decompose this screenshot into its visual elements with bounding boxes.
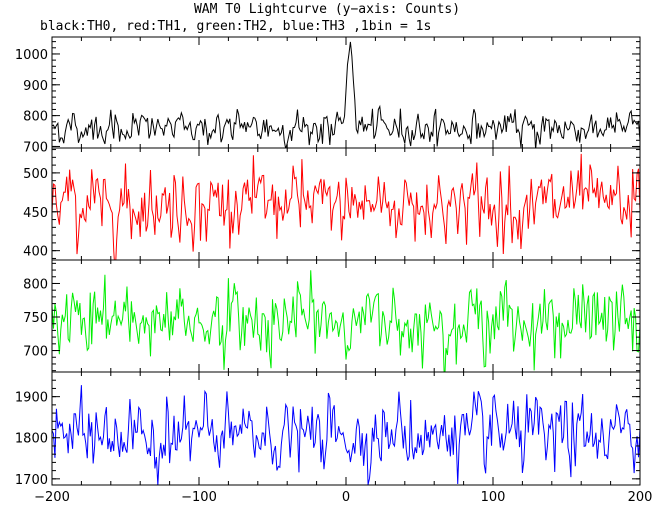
x-tick-label: −100 (181, 490, 217, 505)
y-tick-label: 450 (23, 206, 48, 221)
y-tick-label: 800 (23, 277, 48, 292)
y-tick-label: 800 (23, 110, 48, 125)
panel-th3-frame (51, 371, 641, 486)
series-th1-line (52, 153, 640, 260)
series-th0-line (52, 41, 640, 148)
y-tick-label: 700 (23, 345, 48, 360)
series-th2-line (52, 270, 640, 372)
x-tick-label: 200 (628, 490, 653, 505)
y-tick-label: 1000 (15, 48, 48, 63)
y-tick-label: 1700 (15, 473, 48, 488)
chart-subtitle: black:TH0, red:TH1, green:TH2, blue:TH3 … (40, 19, 432, 34)
y-tick-label: 750 (23, 311, 48, 326)
y-tick-label: 400 (23, 245, 48, 260)
x-tick-label: 0 (342, 490, 350, 505)
panel-th1-frame (51, 147, 641, 261)
x-tick-label: −200 (34, 490, 70, 505)
y-tick-label: 1900 (15, 391, 48, 406)
y-tick-label: 500 (23, 167, 48, 182)
y-tick-label: 1800 (15, 432, 48, 447)
y-tick-label: 700 (23, 140, 48, 155)
chart-title: WAM T0 Lightcurve (y−axis: Counts) (193, 2, 461, 17)
series-th3-line (52, 385, 640, 485)
y-tick-label: 900 (23, 79, 48, 94)
x-tick-label: 100 (481, 490, 506, 505)
